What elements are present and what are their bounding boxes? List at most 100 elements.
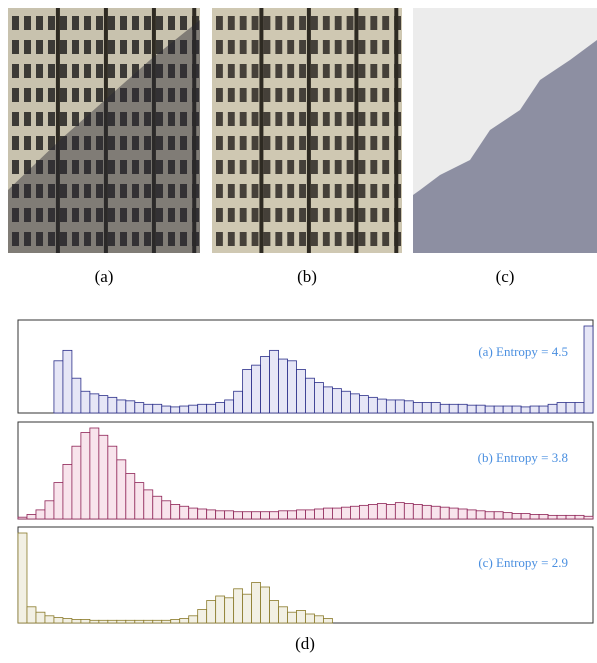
histogram-bin — [216, 511, 225, 519]
histogram-bin — [171, 504, 180, 519]
window — [36, 136, 43, 150]
window — [382, 184, 389, 198]
histogram-bin — [63, 350, 72, 413]
histogram-bin — [431, 506, 440, 519]
window — [60, 112, 67, 126]
histogram-bin — [395, 503, 404, 519]
window — [240, 16, 247, 30]
histogram-bin — [359, 505, 368, 519]
window — [275, 112, 282, 126]
histogram-bin — [189, 616, 198, 623]
window — [382, 232, 389, 246]
window — [323, 160, 330, 174]
window — [240, 40, 247, 54]
window — [264, 184, 271, 198]
window — [335, 208, 342, 222]
histogram-bin — [530, 514, 539, 519]
window — [299, 208, 306, 222]
histogram-bin — [395, 400, 404, 413]
window — [228, 136, 235, 150]
window — [252, 112, 259, 126]
window — [216, 136, 223, 150]
pillar — [394, 8, 398, 253]
histogram-bin — [314, 383, 323, 413]
histogram-bin — [458, 509, 467, 519]
window — [275, 208, 282, 222]
entropy-label: (b) Entropy = 3.8 — [478, 450, 568, 465]
window — [370, 40, 377, 54]
histogram-bin — [261, 356, 270, 413]
histogram-bin — [288, 361, 297, 413]
histogram-bin — [279, 511, 288, 519]
window — [264, 88, 271, 102]
window — [275, 16, 282, 30]
histogram-bin — [72, 619, 81, 623]
window — [382, 88, 389, 102]
window — [299, 40, 306, 54]
window — [144, 16, 151, 30]
window — [335, 88, 342, 102]
window — [287, 160, 294, 174]
window — [335, 64, 342, 78]
histogram-bin — [126, 474, 135, 520]
window — [12, 16, 19, 30]
window — [12, 64, 19, 78]
histogram-bin — [99, 396, 108, 413]
window — [359, 16, 366, 30]
window — [72, 112, 79, 126]
histogram-bin — [440, 404, 449, 413]
window — [311, 112, 318, 126]
window — [264, 112, 271, 126]
histogram-bin — [350, 394, 359, 413]
histogram-bin — [503, 406, 512, 413]
histogram-bin — [54, 618, 63, 623]
histogram-bin — [180, 406, 189, 413]
histogram-bin — [144, 620, 153, 623]
histogram-bin — [27, 514, 36, 519]
window — [24, 88, 31, 102]
histogram-bin — [27, 607, 36, 623]
histogram-bin — [90, 620, 99, 623]
histogram-bin — [422, 403, 431, 413]
window — [323, 40, 330, 54]
window — [240, 232, 247, 246]
histogram-bin — [431, 403, 440, 413]
window — [108, 64, 115, 78]
window — [370, 184, 377, 198]
window — [216, 184, 223, 198]
pillar — [307, 8, 311, 253]
histogram-bin — [18, 517, 27, 519]
window — [335, 232, 342, 246]
window — [96, 16, 103, 30]
window — [299, 232, 306, 246]
window — [275, 184, 282, 198]
histogram-bin — [90, 428, 99, 519]
histogram-bin — [306, 378, 315, 413]
histogram-bin — [270, 601, 279, 624]
histogram-bin — [575, 515, 584, 519]
window — [275, 136, 282, 150]
window — [359, 232, 366, 246]
histogram-bin — [153, 404, 162, 413]
window — [382, 64, 389, 78]
window — [132, 40, 139, 54]
histogram-bin — [234, 512, 243, 519]
window — [335, 112, 342, 126]
window — [287, 16, 294, 30]
window — [60, 64, 67, 78]
window — [275, 88, 282, 102]
window — [382, 160, 389, 174]
window — [72, 16, 79, 30]
window — [252, 184, 259, 198]
histogram-bin — [584, 516, 593, 519]
histogram-bin — [270, 512, 279, 519]
histogram-bin — [54, 483, 63, 519]
window — [216, 64, 223, 78]
window — [370, 64, 377, 78]
histogram-bin — [530, 406, 539, 413]
histogram-bin — [171, 619, 180, 623]
window — [216, 232, 223, 246]
image-label: (b) — [297, 267, 317, 286]
window — [96, 40, 103, 54]
histogram-bin — [234, 391, 243, 413]
